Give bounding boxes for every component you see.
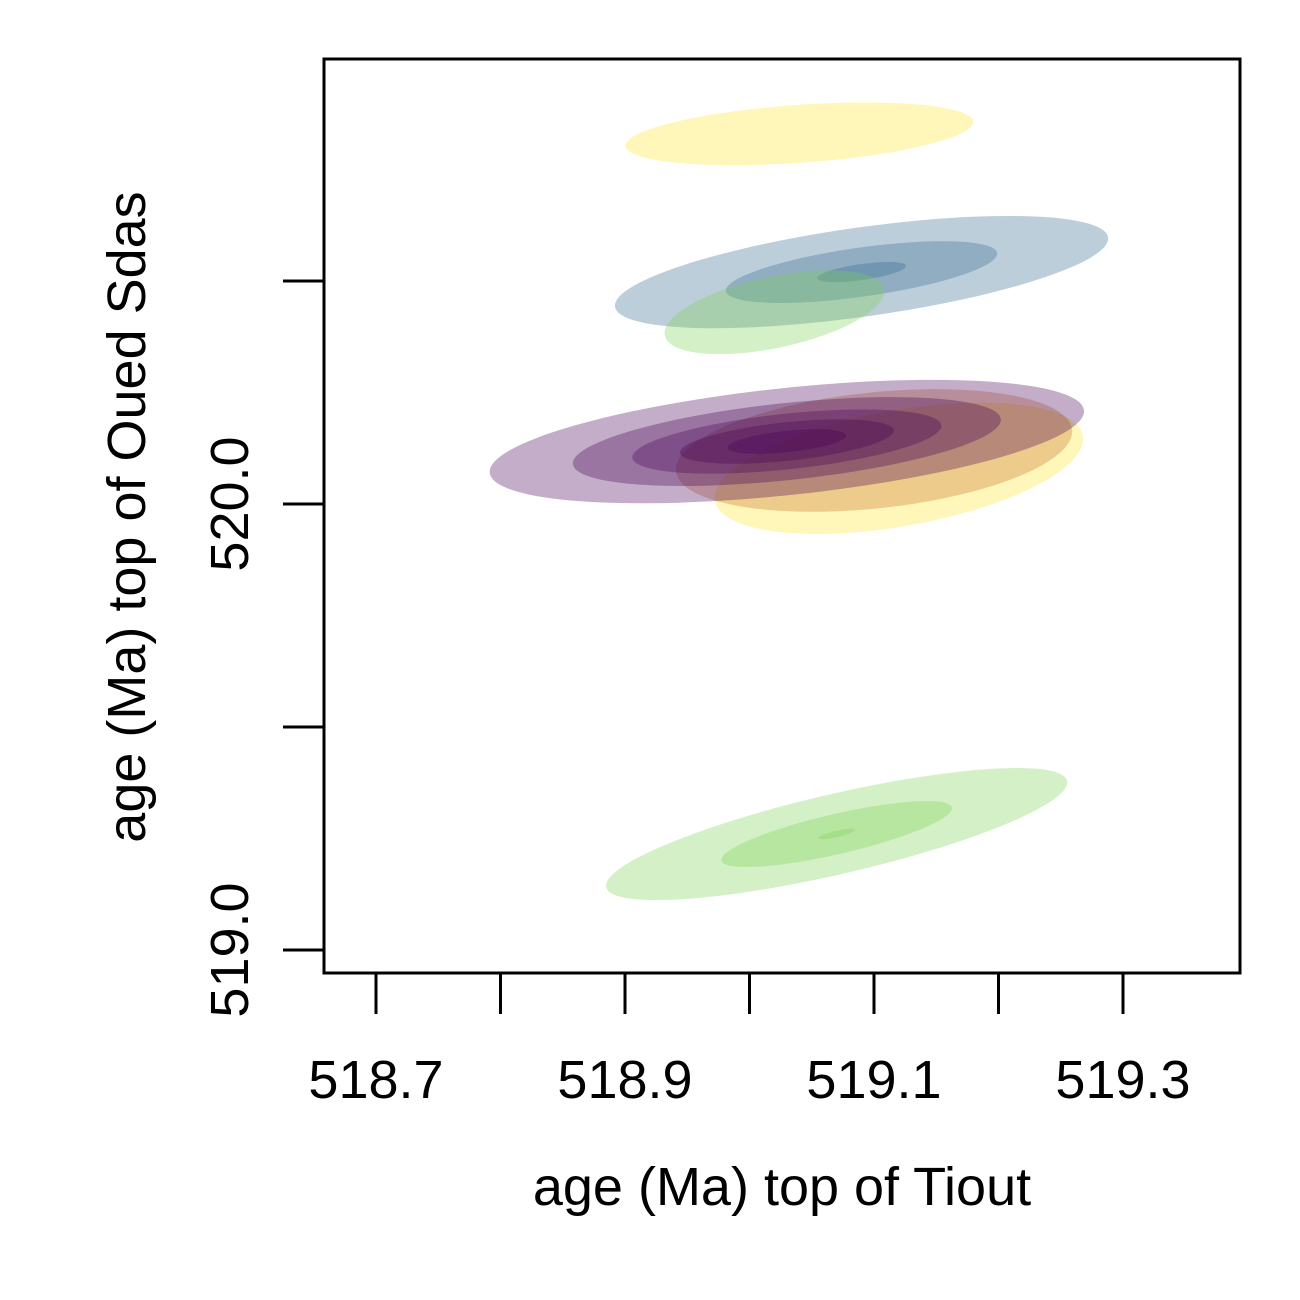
density-contour <box>625 102 974 166</box>
density-contour <box>714 402 1084 534</box>
y-tick-label: 519.0 <box>200 882 260 1017</box>
density-contour <box>817 261 906 283</box>
y-axis: 519.0 520.0 <box>200 279 326 1018</box>
density-contours <box>489 102 1109 901</box>
density-contour <box>605 768 1068 901</box>
density-contour <box>489 379 1085 504</box>
x-axis: 518.7 518.9 519.1 519.3 <box>308 971 1191 1110</box>
y-tick-label: 520.0 <box>200 436 260 571</box>
density-contour <box>725 241 998 303</box>
x-tick-label: 519.1 <box>806 1050 941 1110</box>
x-tick-label: 519.3 <box>1055 1050 1190 1110</box>
x-tick-label: 518.7 <box>308 1050 443 1110</box>
density-contour <box>572 397 1001 486</box>
density-contour <box>614 215 1109 329</box>
y-axis-title: age (Ma) top of Oued Sdas <box>97 191 157 842</box>
x-axis-title: age (Ma) top of Tiout <box>533 1157 1031 1217</box>
density-contour <box>727 429 847 454</box>
density-contour <box>632 409 942 474</box>
density-contour <box>818 828 856 840</box>
density-contour <box>664 270 885 355</box>
x-tick-label: 518.9 <box>557 1050 692 1110</box>
density-contour <box>679 419 894 464</box>
density-contour <box>721 801 952 868</box>
density-contour <box>675 389 1073 512</box>
